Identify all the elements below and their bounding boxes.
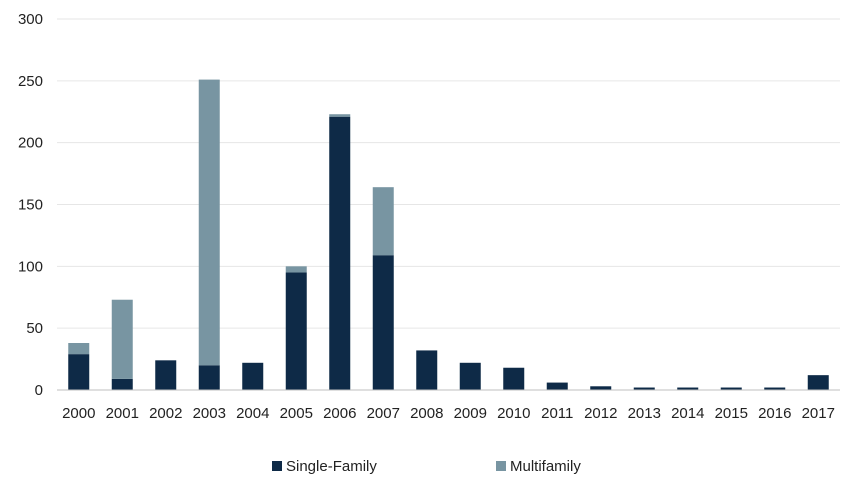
- bar-single-family-2001: [111, 378, 133, 390]
- bar-single-family-2012: [590, 386, 612, 390]
- bar-single-family-2006: [329, 116, 351, 391]
- bar-multifamily-2003: [198, 79, 220, 366]
- bars: [68, 79, 829, 391]
- x-tick-label-2002: 2002: [149, 405, 182, 422]
- x-tick-label-2014: 2014: [671, 405, 704, 422]
- x-tick-label-2004: 2004: [236, 405, 269, 422]
- bar-single-family-2003: [198, 365, 220, 390]
- y-tick-label-200: 200: [18, 135, 43, 152]
- gridlines: [57, 18, 840, 329]
- x-tick-label-2013: 2013: [628, 405, 661, 422]
- bar-single-family-2004: [242, 362, 264, 390]
- bar-single-family-2011: [546, 382, 568, 390]
- x-tick-label-2005: 2005: [280, 405, 313, 422]
- bar-multifamily-2007: [372, 187, 394, 256]
- x-tick-label-2011: 2011: [541, 405, 573, 422]
- bar-multifamily-2000: [68, 343, 90, 355]
- legend-swatch-single-family: [272, 461, 282, 471]
- legend-label-multifamily: Multifamily: [510, 458, 581, 475]
- bar-single-family-2008: [416, 350, 438, 390]
- bar-single-family-2013: [633, 387, 655, 390]
- bar-single-family-2010: [503, 367, 525, 390]
- bar-single-family-2016: [764, 387, 786, 390]
- bar-single-family-2009: [459, 362, 481, 390]
- legend-swatch-multifamily: [496, 461, 506, 471]
- bar-multifamily-2005: [285, 266, 307, 273]
- bar-single-family-2002: [155, 360, 177, 390]
- x-axis-tick-labels: 2000 2001 2002 2003 2004 2005 2006 2007 2008 2009…: [62, 405, 835, 422]
- x-tick-label-2008: 2008: [410, 405, 443, 422]
- x-tick-label-2016: 2016: [758, 405, 791, 422]
- bar-single-family-2007: [372, 255, 394, 390]
- x-tick-label-2012: 2012: [584, 405, 617, 422]
- y-axis-tick-labels: 0 50 100 150 200 250 300: [18, 11, 43, 399]
- y-tick-label-300: 300: [18, 11, 43, 28]
- x-tick-label-2006: 2006: [323, 405, 356, 422]
- bar-single-family-2015: [720, 387, 742, 390]
- x-tick-label-2001: 2001: [106, 405, 139, 422]
- y-tick-label-250: 250: [18, 73, 43, 90]
- x-tick-label-2017: 2017: [802, 405, 835, 422]
- bar-single-family-2017: [807, 375, 829, 390]
- bar-single-family-2005: [285, 272, 307, 390]
- bar-single-family-2014: [677, 387, 699, 390]
- bar-single-family-2000: [68, 354, 90, 390]
- legend: Single-Family Multifamily: [272, 458, 581, 475]
- y-tick-label-100: 100: [18, 258, 43, 275]
- x-tick-label-2007: 2007: [367, 405, 400, 422]
- y-tick-label-150: 150: [18, 197, 43, 214]
- x-tick-label-2010: 2010: [497, 405, 530, 422]
- legend-label-single-family: Single-Family: [286, 458, 377, 475]
- y-tick-label-0: 0: [35, 382, 43, 399]
- x-tick-label-2009: 2009: [454, 405, 487, 422]
- x-tick-label-2003: 2003: [193, 405, 226, 422]
- x-tick-label-2015: 2015: [715, 405, 748, 422]
- y-tick-label-50: 50: [26, 320, 43, 337]
- x-tick-label-2000: 2000: [62, 405, 95, 422]
- bar-multifamily-2001: [111, 299, 133, 379]
- bar-multifamily-2006: [329, 114, 351, 117]
